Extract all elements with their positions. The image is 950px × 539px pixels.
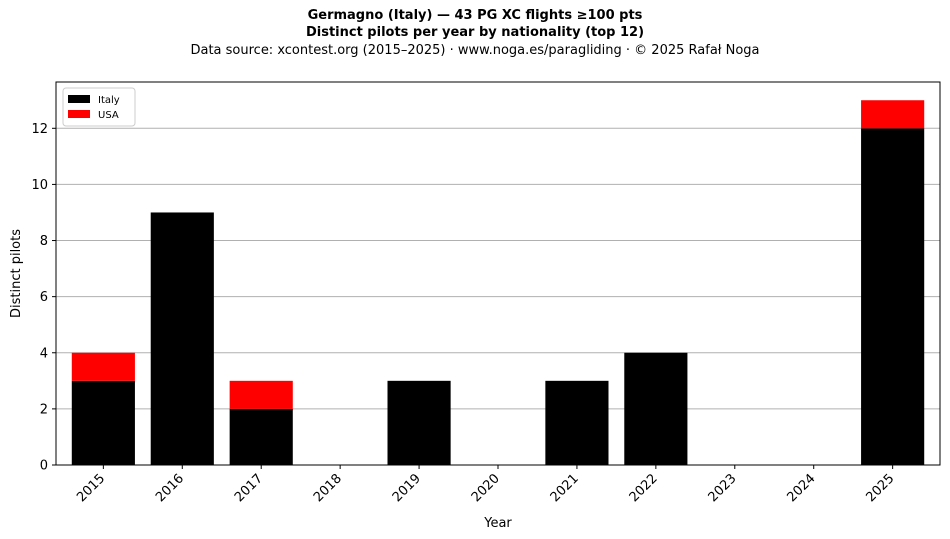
- x-tick-label-2019: 2019: [390, 471, 424, 505]
- bars: [71, 100, 925, 466]
- y-tick-label-10: 10: [31, 178, 48, 193]
- legend-swatch-usa: [68, 110, 90, 118]
- y-axis: 0 2 4 6 8 10 12: [31, 122, 56, 474]
- y-tick-label-4: 4: [40, 346, 48, 361]
- bar-usa-2017: [229, 380, 293, 409]
- y-tick-label-8: 8: [40, 234, 48, 249]
- x-tick-label-2025: 2025: [863, 471, 897, 505]
- bar-usa-2015: [71, 352, 135, 381]
- legend-swatch-italy: [68, 95, 90, 103]
- y-tick-label-2: 2: [40, 402, 48, 417]
- x-tick-label-2017: 2017: [232, 471, 266, 505]
- bar-italy-2025: [861, 128, 925, 466]
- chart-title: Germagno (Italy) — 43 PG XC flights ≥100…: [307, 8, 643, 23]
- x-tick-label-2020: 2020: [469, 471, 503, 505]
- x-tick-label-2022: 2022: [627, 471, 661, 505]
- bar-italy-2017: [229, 408, 293, 465]
- x-axis: 2015 2016 2017 2018 2019 2020 2021 2022 2023 2024…: [74, 465, 897, 505]
- y-tick-label-6: 6: [40, 290, 48, 305]
- x-tick-label-2016: 2016: [153, 471, 187, 505]
- bar-italy-2022: [624, 352, 688, 465]
- chart-source: Data source: xcontest.org (2015–2025) · …: [190, 43, 760, 58]
- x-tick-label-2024: 2024: [785, 471, 819, 505]
- x-tick-label-2018: 2018: [311, 471, 345, 505]
- bar-italy-2021: [545, 380, 609, 465]
- x-tick-label-2021: 2021: [548, 471, 582, 505]
- bar-italy-2019: [387, 380, 451, 465]
- bar-usa-2025: [861, 100, 925, 129]
- x-tick-label-2023: 2023: [706, 471, 740, 505]
- bar-italy-2016: [150, 212, 214, 465]
- legend: Italy USA: [62, 87, 136, 127]
- x-axis-label: Year: [483, 516, 512, 531]
- y-tick-label-12: 12: [31, 122, 48, 137]
- y-tick-label-0: 0: [40, 459, 48, 474]
- x-tick-label-2015: 2015: [74, 471, 108, 505]
- y-axis-label: Distinct pilots: [9, 229, 24, 318]
- legend-label-italy: Italy: [98, 95, 120, 106]
- legend-label-usa: USA: [98, 110, 119, 121]
- bar-italy-2015: [71, 380, 135, 465]
- chart-subtitle: Distinct pilots per year by nationality …: [305, 25, 645, 40]
